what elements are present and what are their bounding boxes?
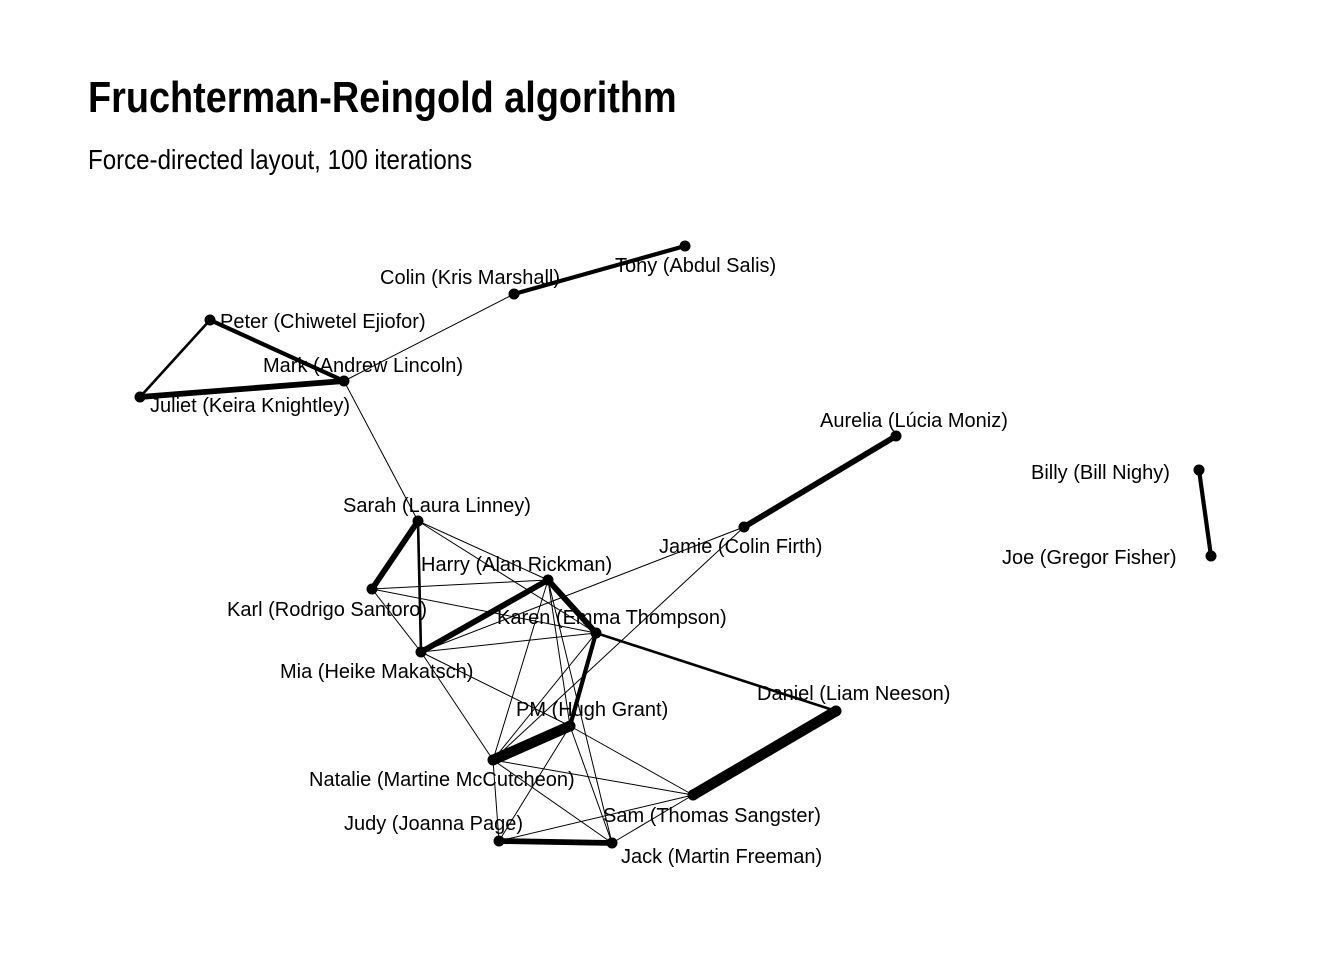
edge-jamie-natalie [492,526,745,761]
node-label-aurelia: Aurelia (Lúcia Moniz) [820,410,1008,432]
node-aurelia [890,430,902,442]
edge-sarah-karen [417,520,597,634]
edge-sam-jack [611,794,694,844]
node-sarah [412,515,424,527]
node-joe [1205,550,1217,562]
edge-harry-natalie [492,579,549,761]
node-label-pm: PM (Hugh Grant) [516,699,668,721]
node-label-jamie: Jamie (Colin Firth) [659,536,822,558]
node-billy [1193,464,1205,476]
chart-title: Fruchterman-Reingold algorithm [88,73,677,122]
node-mia [415,646,427,658]
edge-harry-pm [547,579,571,727]
node-layer [134,240,1217,849]
edge-sarah-karl [369,518,421,592]
node-harry [542,574,554,586]
node-label-natalie: Natalie (Martine McCutcheon) [309,769,575,791]
edge-karl-harry [371,579,549,590]
edge-karl-mia [371,588,422,653]
edge-judy-jack [496,838,615,846]
node-label-jack: Jack (Martin Freeman) [621,846,822,868]
edge-karen-mia [420,632,597,653]
edge-daniel-sam [687,705,842,801]
edge-harry-jack [547,579,613,844]
edge-sarah-harry [417,520,549,581]
edge-harry-karen [545,577,599,636]
label-layer: Tony (Abdul Salis) Colin (Kris Marshall) P… [150,255,1177,868]
edge-aurelia-jamie [741,433,899,530]
node-juliet [134,391,146,403]
edge-pm-judy [498,725,571,842]
node-label-colin: Colin (Kris Marshall) [380,267,560,289]
node-label-judy: Judy (Joanna Page) [344,813,523,835]
node-karen [590,627,602,639]
edge-billy-joe [1196,467,1214,559]
node-label-juliet: Juliet (Keira Knightley) [150,395,350,417]
node-sam [687,789,699,801]
node-label-karl: Karl (Rodrigo Santoro) [227,599,427,621]
edge-colin-mark [343,293,515,382]
node-label-tony: Tony (Abdul Salis) [615,255,776,277]
edge-sam-judy [498,794,694,842]
node-label-billy: Billy (Bill Nighy) [1031,462,1170,484]
node-jack [606,837,618,849]
edge-karen-daniel [594,631,838,713]
edge-mia-pm [420,651,571,727]
chart-subtitle: Force-directed layout, 100 iterations [88,144,473,175]
edge-layer [137,243,1214,846]
edge-colin-tony [511,243,688,297]
node-label-karen: Karen (Emma Thompson) [497,607,727,629]
node-label-mark: Mark (Andrew Lincoln) [263,355,463,377]
node-label-harry: Harry (Alan Rickman) [421,554,612,576]
edge-pm-natalie [487,720,576,766]
node-colin [508,288,520,300]
edge-mia-natalie [420,651,494,761]
node-label-sarah: Sarah (Laura Linney) [343,495,531,517]
edge-karen-pm [567,630,599,729]
edge-peter-juliet [138,318,212,399]
node-karl [366,583,378,595]
edge-harry-mia [418,577,551,655]
edge-natalie-jack [492,759,613,844]
edge-jamie-mia [420,526,745,653]
node-daniel [830,705,842,717]
edge-mark-sarah [343,380,419,522]
edge-peter-mark [207,317,347,384]
edge-pm-jack [569,725,613,844]
node-tony [679,240,691,252]
node-label-sam: Sam (Thomas Sangster) [603,805,821,827]
node-peter [204,314,216,326]
edge-natalie-sam [492,759,694,796]
node-label-peter: Peter (Chiwetel Ejiofor) [220,311,426,333]
node-mark [338,375,350,387]
node-label-joe: Joe (Gregor Fisher) [1002,547,1177,569]
edge-karen-natalie [492,632,597,761]
edge-juliet-mark [137,378,347,400]
edge-natalie-judy [492,759,500,842]
node-label-mia: Mia (Heike Makatsch) [280,661,473,683]
node-label-daniel: Daniel (Liam Neeson) [757,683,950,705]
edge-pm-sam [569,725,694,796]
node-natalie [487,754,499,766]
node-jamie [738,521,750,533]
node-judy [493,835,505,847]
node-pm [564,720,576,732]
